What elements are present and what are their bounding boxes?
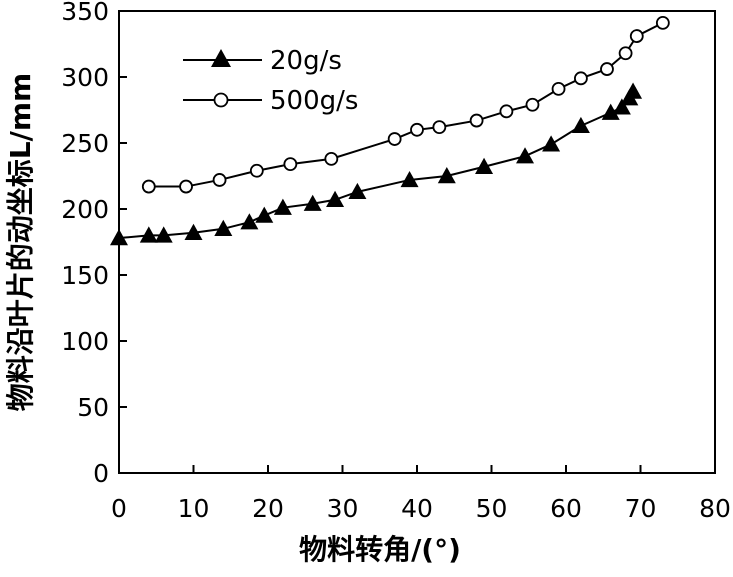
data-point [110,229,128,246]
x-tick-label: 20 [252,494,284,523]
x-tick-label: 50 [476,494,508,523]
y-tick-label: 100 [61,327,109,356]
data-point [400,170,419,188]
x-tick-label: 60 [550,494,582,523]
data-point [655,15,670,30]
data-point [240,213,259,230]
x-tick-label: 40 [401,494,433,523]
data-point [574,71,588,86]
data-point [303,194,322,211]
data-point [184,223,203,240]
legend-marker [211,49,231,67]
x-tick-label: 80 [699,494,731,523]
data-point [141,179,156,194]
data-point [214,219,233,236]
y-tick-label: 0 [93,459,109,488]
data-point [612,98,631,115]
data-point [410,122,424,137]
series-line [118,91,634,240]
data-point [432,120,447,135]
data-point [499,104,514,119]
data-point [542,135,561,152]
legend-marker [213,92,229,108]
plot-frame [118,10,716,474]
series-layer [110,15,670,246]
data-point [618,46,633,61]
data-point [179,179,193,194]
x-tick-label: 30 [327,494,359,523]
data-point [624,82,643,99]
data-point [469,113,484,128]
data-point [475,157,494,174]
series-1 [110,82,643,246]
data-point [154,226,173,243]
data-point [629,29,644,43]
y-tick-label: 250 [61,129,109,158]
y-tick-label: 150 [61,261,109,290]
data-point [326,190,345,207]
axis-ticks: 0 10 20 30 40 50 60 70 80 0 50 100 150 200 250 300 350 [61,0,731,523]
series-2 [141,15,670,194]
legend: 20g/s 500g/s [183,46,358,116]
data-point [601,103,620,120]
data-point [283,157,298,172]
legend-label: 20g/s [270,46,342,76]
data-point [139,226,158,243]
y-tick-label: 50 [77,393,109,422]
x-tick-label: 70 [625,494,657,523]
x-axis-title: 物料转角/(°) [299,533,461,566]
data-point [255,206,274,223]
data-point [516,147,535,164]
data-point [437,167,456,184]
data-point [525,97,540,112]
data-point [600,62,614,76]
y-axis-title: 物料沿叶片的动坐标L/mm [4,73,37,411]
x-tick-label: 0 [111,494,127,523]
data-point [551,81,566,96]
data-point [212,173,227,187]
y-tick-label: 350 [61,0,109,26]
y-tick-label: 200 [61,195,109,224]
data-point [273,198,292,215]
legend-label: 500g/s [270,86,358,116]
y-tick-label: 300 [61,63,109,92]
data-point [324,151,339,166]
x-tick-label: 10 [178,494,210,523]
data-point [571,116,590,134]
data-point [387,132,402,146]
data-point [249,163,264,178]
data-point [348,182,367,200]
